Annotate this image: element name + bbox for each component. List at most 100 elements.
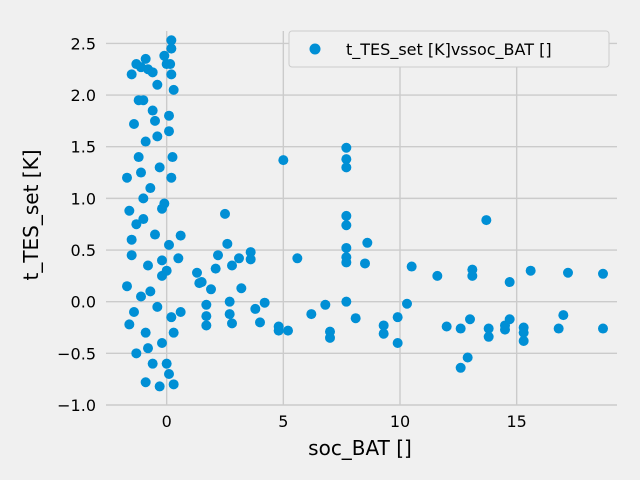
- scatter-point: [341, 154, 352, 165]
- scatter-point: [553, 323, 564, 334]
- scatter-point: [159, 198, 170, 209]
- scatter-point: [168, 379, 179, 390]
- scatter-point: [341, 210, 352, 221]
- scatter-point: [525, 265, 536, 276]
- scatter-point: [392, 338, 403, 349]
- scatter-point: [166, 312, 177, 323]
- scatter-point: [166, 35, 177, 46]
- scatter-point: [362, 237, 373, 248]
- scatter-point: [224, 296, 235, 307]
- scatter-point: [168, 327, 179, 338]
- scatter-point: [392, 312, 403, 323]
- y-tick-label: 0.0: [71, 293, 96, 312]
- scatter-point: [341, 220, 352, 231]
- x-tick-label: 5: [278, 412, 288, 431]
- scatter-point: [245, 254, 256, 265]
- y-tick-label: −0.5: [57, 344, 96, 363]
- y-tick-label: 0.5: [71, 241, 96, 260]
- scatter-point: [278, 155, 289, 166]
- scatter-point: [259, 297, 270, 308]
- scatter-point: [504, 314, 515, 325]
- scatter-point: [168, 84, 179, 95]
- y-axis-title: t_TES_set [K]: [19, 149, 43, 280]
- scatter-point: [133, 95, 144, 106]
- scatter-point: [227, 318, 237, 329]
- scatter-point: [455, 362, 466, 373]
- scatter-point: [136, 291, 146, 302]
- x-tick-label: 15: [506, 412, 526, 431]
- scatter-point: [150, 115, 160, 126]
- y-tick-label: 1.5: [71, 138, 96, 157]
- scatter-point: [147, 358, 158, 369]
- scatter-point: [341, 242, 352, 253]
- scatter-point: [154, 162, 165, 173]
- scatter-point: [154, 381, 165, 392]
- scatter-point: [196, 277, 207, 288]
- scatter-point: [175, 230, 186, 241]
- scatter-point: [325, 332, 335, 343]
- scatter-point: [136, 167, 146, 178]
- scatter-point: [213, 250, 223, 261]
- scatter-point: [131, 348, 142, 359]
- scatter-point: [152, 301, 163, 312]
- scatter-point: [504, 277, 515, 288]
- scatter-point: [236, 283, 247, 294]
- scatter-point: [406, 261, 417, 272]
- scatter-point: [234, 253, 244, 264]
- scatter-point: [166, 43, 177, 54]
- scatter-point: [273, 325, 284, 336]
- scatter-point: [129, 307, 139, 318]
- scatter-point: [166, 69, 177, 80]
- scatter-point: [500, 324, 510, 335]
- scatter-point: [402, 298, 412, 309]
- scatter-point: [152, 79, 163, 90]
- data-points: [122, 35, 608, 392]
- scatter-point: [124, 205, 135, 216]
- scatter-point: [161, 265, 172, 276]
- scatter-point: [164, 110, 174, 121]
- scatter-point: [441, 321, 452, 332]
- scatter-point: [131, 219, 142, 230]
- scatter-point: [165, 59, 176, 70]
- tick-labels: 0 5 10 15 −1.0 −0.5 0.0 0.5 1.0 1.5 2.0 2.5: [57, 34, 527, 431]
- scatter-point: [598, 323, 608, 334]
- legend: t_TES_set [K]vssoc_BAT []: [288, 30, 610, 68]
- scatter-point: [164, 126, 174, 137]
- y-tick-label: −1.0: [57, 396, 96, 415]
- scatter-point: [159, 50, 170, 61]
- scatter-point: [167, 152, 178, 163]
- scatter-point: [224, 309, 235, 320]
- scatter-point: [341, 162, 352, 173]
- scatter-point: [124, 319, 135, 330]
- scatter-point: [150, 229, 160, 240]
- legend-box: [288, 30, 610, 68]
- scatter-point: [360, 258, 370, 269]
- scatter-point: [140, 327, 151, 338]
- scatter-point: [201, 320, 212, 331]
- scatter-point: [306, 309, 317, 320]
- scatter-point: [145, 286, 156, 297]
- scatter-point: [481, 215, 492, 226]
- scatter-point: [147, 105, 158, 116]
- scatter-point: [173, 253, 184, 264]
- scatter-point: [483, 323, 494, 334]
- scatter-point: [140, 136, 151, 147]
- scatter-point: [143, 343, 153, 354]
- scatter-point: [126, 234, 137, 245]
- scatter-point: [563, 267, 573, 278]
- scatter-point: [126, 69, 137, 80]
- scatter-point: [201, 299, 212, 310]
- scatter-point: [220, 208, 230, 219]
- scatter-point: [222, 238, 233, 249]
- grid-lines: [106, 31, 617, 406]
- scatter-point: [255, 317, 265, 328]
- scatter-point: [465, 314, 475, 325]
- scatter-point: [145, 183, 156, 194]
- scatter-point: [133, 152, 144, 163]
- scatter-point: [175, 307, 186, 318]
- scatter-point: [143, 260, 153, 271]
- scatter-point: [250, 303, 261, 314]
- scatter-point: [518, 327, 529, 338]
